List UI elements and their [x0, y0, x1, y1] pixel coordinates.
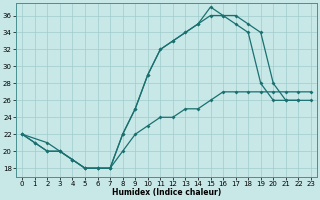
X-axis label: Humidex (Indice chaleur): Humidex (Indice chaleur) [112, 188, 221, 197]
